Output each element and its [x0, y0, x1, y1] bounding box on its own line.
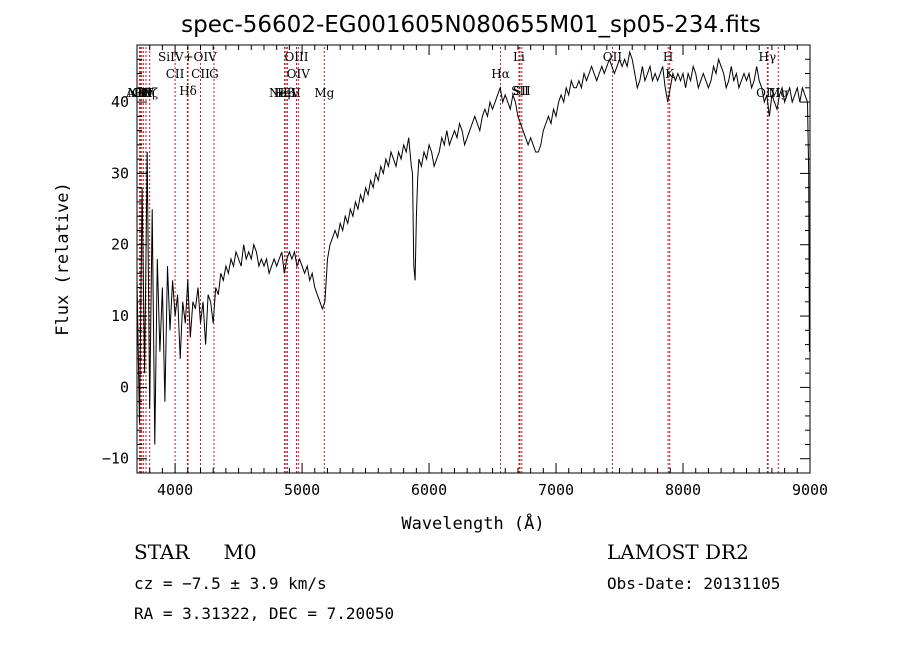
y-tick-label: −10	[102, 450, 129, 468]
line-marker-label: SII	[511, 84, 529, 98]
line-marker-label: NeIV	[269, 86, 300, 100]
y-tick-label: 40	[111, 93, 129, 111]
line-marker-label: Hθ	[134, 86, 152, 100]
line-marker-label: Hζ	[141, 86, 158, 100]
y-tick-label: 20	[111, 236, 129, 254]
line-marker-label: H	[663, 50, 673, 64]
y-tick-label: 10	[111, 307, 129, 325]
line-marker-label: Hα	[491, 67, 510, 81]
line-marker-label: Hη	[137, 86, 155, 100]
line-marker-label: OII	[603, 50, 623, 64]
line-marker-label: OIII	[284, 50, 308, 64]
line-marker-label: OIV	[287, 67, 311, 81]
x-axis-label: Wavelength (Å)	[401, 512, 544, 534]
y-tick-label: 0	[120, 378, 129, 396]
line-marker-label: Hγ	[759, 50, 777, 64]
line-marker-label: G	[209, 67, 219, 81]
line-marker-label: Hβ	[277, 86, 294, 100]
x-tick-label: 6000	[411, 481, 447, 499]
obs-date-label: Obs-Date: 20131105	[607, 574, 781, 593]
coordinates-label: RA = 3.31322, DEC = 7.20050	[134, 604, 395, 623]
y-tick-label: 30	[111, 164, 129, 182]
line-marker-label: HeII	[274, 86, 301, 100]
classification: STAR M0	[134, 540, 257, 564]
plot-frame	[136, 44, 811, 474]
subclass-label: M0	[223, 540, 257, 564]
y-axis-label: Flux (relative)	[53, 182, 73, 336]
line-marker-label: CII	[166, 67, 185, 81]
redshift-label: cz = −7.5 ± 3.9 km/s	[134, 574, 327, 593]
spectrum-line	[136, 50, 810, 445]
survey-label: LAMOST DR2	[607, 540, 749, 564]
x-tick-label: 5000	[284, 481, 320, 499]
x-axis: 4000 5000 6000 7000 8000 9000	[136, 45, 828, 499]
class-label: STAR	[134, 540, 190, 564]
x-tick-label: 9000	[792, 481, 828, 499]
line-marker-label: CII	[191, 67, 210, 81]
line-marker-label: NeV	[127, 86, 154, 100]
line-marker-label: Hδ	[179, 84, 197, 98]
chart-title: spec-56602-EG001605N080655M01_sp05-234.f…	[181, 12, 761, 38]
x-tick-label: 8000	[665, 481, 701, 499]
line-marker-label: K	[665, 67, 675, 81]
y-axis: −10 0 10 20 30 40	[102, 44, 810, 474]
x-tick-label: 7000	[538, 481, 574, 499]
line-marker-label: Li	[513, 50, 525, 64]
line-marker-label: Mg	[314, 86, 334, 100]
x-tick-label: 4000	[157, 481, 193, 499]
line-marker-label: SII	[513, 84, 531, 98]
